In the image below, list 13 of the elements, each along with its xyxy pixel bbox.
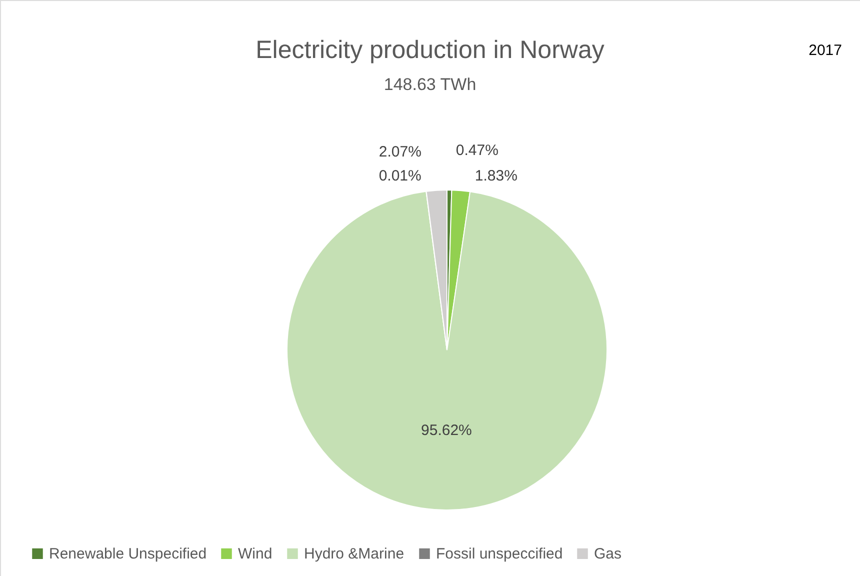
data-label: 2.07% bbox=[378, 143, 422, 160]
data-label: 95.62% bbox=[421, 422, 472, 439]
chart-subtitle: 148.63 TWh bbox=[384, 75, 476, 94]
legend-label: Gas bbox=[594, 546, 622, 563]
data-label: 1.83% bbox=[474, 168, 518, 185]
data-label: 0.47% bbox=[456, 142, 498, 160]
legend-label: Renewable Unspecified bbox=[49, 546, 207, 563]
chart-title: Electricity production in Norway bbox=[256, 36, 605, 64]
data-label: 0.01% bbox=[378, 167, 422, 184]
text: 2017 bbox=[808, 42, 842, 59]
legend-label: Fossil unspeccified bbox=[436, 546, 563, 563]
legend-label: Hydro &Marine bbox=[304, 546, 404, 563]
legend-label: Wind bbox=[238, 546, 272, 563]
